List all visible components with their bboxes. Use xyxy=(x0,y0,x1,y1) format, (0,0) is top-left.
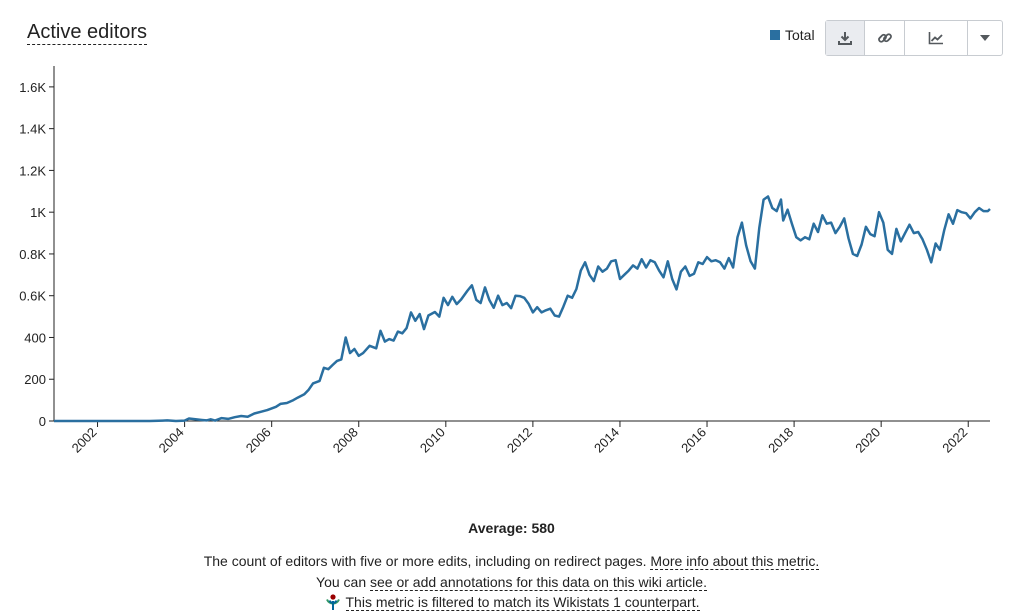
y-tick-label: 1.6K xyxy=(19,80,46,95)
wikimedia-icon xyxy=(325,594,340,610)
x-tick-label: 2008 xyxy=(330,425,361,456)
caret-down-icon xyxy=(980,35,990,41)
x-tick-label: 2006 xyxy=(243,425,274,456)
y-tick-label: 1.2K xyxy=(19,163,46,178)
chart-title[interactable]: Active editors xyxy=(27,21,148,45)
metric-description: The count of editors with five or more e… xyxy=(0,553,1023,570)
x-tick-label: 2014 xyxy=(591,425,622,456)
legend-label: Total xyxy=(785,27,815,43)
line-chart: 0 200 400 0.6K 0.8K 1K 1.2K 1.4K 1.6K 2002 2004 200… xyxy=(19,66,991,456)
description-text: The count of editors with five or more e… xyxy=(203,553,651,569)
x-tick-label: 2002 xyxy=(69,425,100,456)
chart-type-button[interactable] xyxy=(905,21,968,55)
annotations-link[interactable]: see or add annotations for this data on … xyxy=(370,574,707,591)
series-line-total xyxy=(54,195,991,423)
filter-note: This metric is filtered to match its Wik… xyxy=(0,593,1023,611)
x-tick-label: 2020 xyxy=(852,425,883,456)
average-value: Average: 580 xyxy=(468,520,555,536)
y-tick-label: 400 xyxy=(24,330,46,345)
x-tick-label: 2012 xyxy=(504,425,535,456)
download-button[interactable] xyxy=(826,21,865,55)
annotations-prefix: You can xyxy=(316,574,370,590)
legend-swatch xyxy=(770,30,780,40)
x-tick-label: 2022 xyxy=(939,425,970,456)
x-tick-label: 2010 xyxy=(417,425,448,456)
download-icon xyxy=(838,32,852,45)
y-tick-label: 1.4K xyxy=(19,122,46,137)
chart-toolbar xyxy=(825,20,1003,56)
y-tick-label: 1K xyxy=(30,205,46,220)
legend[interactable]: Total xyxy=(770,27,815,43)
y-tick-label: 0 xyxy=(39,414,46,429)
x-tick-label: 2004 xyxy=(156,425,187,456)
x-tick-label: 2018 xyxy=(765,425,796,456)
y-tick-label: 200 xyxy=(24,372,46,387)
filter-note-link[interactable]: This metric is filtered to match its Wik… xyxy=(345,593,700,611)
copy-link-button[interactable] xyxy=(865,21,905,55)
annotations-note: You can see or add annotations for this … xyxy=(0,574,1023,591)
y-tick-label: 0.6K xyxy=(19,289,46,304)
y-tick-label: 0.8K xyxy=(19,247,46,262)
x-tick-label: 2016 xyxy=(678,425,709,456)
more-options-button[interactable] xyxy=(968,21,1002,55)
more-info-link[interactable]: More info about this metric. xyxy=(650,553,820,570)
link-icon xyxy=(877,33,892,43)
line-chart-icon xyxy=(928,32,943,45)
